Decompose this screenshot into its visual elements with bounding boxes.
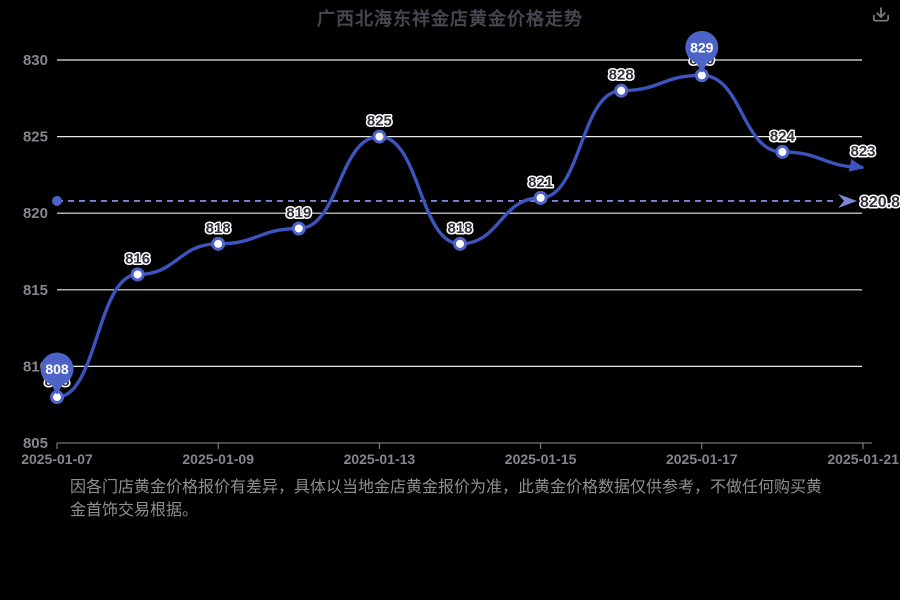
- data-point-label: 818: [206, 220, 231, 237]
- price-line: [56, 73, 864, 399]
- data-point-label: 823: [850, 143, 875, 160]
- x-axis-tick-label: 2025-01-15: [505, 451, 577, 467]
- data-point[interactable]: [614, 83, 629, 98]
- x-axis-tick-label: 2025-01-21: [827, 451, 899, 467]
- download-button[interactable]: [868, 3, 894, 29]
- y-axis-tick-label: 825: [23, 129, 48, 146]
- y-axis-tick-label: 830: [23, 52, 48, 69]
- average-line-start-dot: [52, 195, 62, 206]
- data-point[interactable]: [130, 267, 145, 282]
- data-point[interactable]: [533, 190, 548, 205]
- download-icon: [872, 7, 890, 22]
- y-axis-tick-label: 815: [23, 282, 48, 299]
- min-marker-label: 808: [45, 361, 69, 377]
- x-axis-tick-label: 2025-01-17: [666, 451, 738, 467]
- data-point[interactable]: [372, 129, 387, 144]
- max-marker-label: 829: [690, 39, 714, 55]
- y-axis-tick-label: 805: [23, 435, 48, 452]
- x-axis-tick-label: 2025-01-09: [182, 451, 254, 467]
- average-line-label: 820.8: [860, 194, 900, 211]
- data-point[interactable]: [291, 221, 306, 236]
- data-point-label: 828: [609, 67, 634, 84]
- data-point-label: 824: [770, 128, 796, 145]
- data-point-label: 816: [125, 250, 150, 267]
- data-point-label: 825: [367, 113, 392, 130]
- y-axis-tick-label: 820: [23, 205, 48, 222]
- data-point[interactable]: [775, 144, 790, 159]
- data-point[interactable]: [453, 236, 467, 251]
- price-line-arrow: [848, 158, 865, 172]
- data-point-label: 818: [447, 220, 472, 237]
- x-axis-tick-label: 2025-01-13: [344, 451, 416, 467]
- max-marker[interactable]: [685, 30, 719, 64]
- x-axis-tick-label: 2025-01-07: [21, 451, 93, 467]
- disclaimer-note: 因各门店黄金价格报价有差异，具体以当地金店黄金报价为准，此黄金价格数据仅供参考，…: [70, 479, 823, 519]
- data-point-label: 819: [286, 205, 311, 222]
- average-line-arrow: [838, 193, 857, 208]
- chart-title: 广西北海东祥金店黄金价格走势: [317, 9, 583, 29]
- data-point-label: 821: [528, 174, 553, 191]
- min-marker[interactable]: [40, 352, 74, 386]
- data-point[interactable]: [211, 236, 226, 251]
